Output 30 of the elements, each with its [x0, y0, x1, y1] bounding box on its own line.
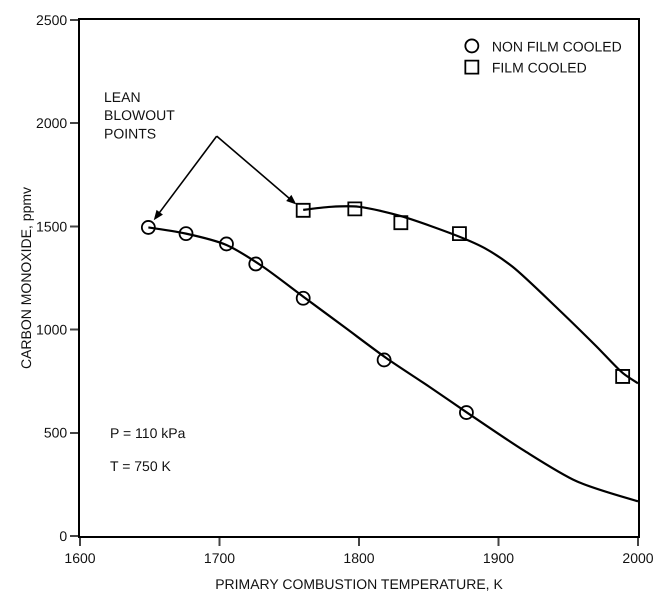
point — [452, 226, 467, 242]
y-tick-label: 0 — [59, 528, 68, 544]
y-tick-label: 500 — [44, 424, 68, 441]
point — [140, 220, 156, 235]
x-tick-label: 1900 — [482, 550, 514, 566]
y-tick-label: 2500 — [36, 12, 68, 28]
x-tick-label: 1800 — [343, 550, 375, 566]
legend-label: FILM COOLED — [492, 60, 587, 76]
annotation: T = 750 K — [110, 458, 172, 474]
point — [296, 202, 311, 218]
point — [376, 352, 392, 368]
legend-label: NON FILM COOLED — [492, 38, 622, 54]
annotation: LEAN BLOWOUT POINTS — [104, 89, 176, 142]
point — [615, 369, 630, 384]
point — [347, 201, 362, 216]
point — [393, 215, 408, 230]
point — [296, 290, 311, 306]
point — [459, 405, 474, 420]
x-tick-label: 2000 — [622, 550, 654, 566]
y-axis-title: CARBON MONOXIDE, ppmv — [18, 186, 34, 370]
x-tick-label: 1700 — [204, 550, 236, 566]
point — [219, 236, 234, 252]
annotation: P = 110 kPa — [110, 425, 186, 441]
point — [248, 256, 264, 272]
point — [178, 226, 194, 242]
y-tick-label: 1000 — [36, 322, 68, 338]
y-tick-label: 2000 — [36, 115, 68, 132]
y-tick-label: 1500 — [36, 218, 68, 234]
x-tick-label: 1600 — [64, 550, 96, 566]
x-axis-title: PRIMARY COMBUSTION TEMPERATURE, K — [215, 576, 504, 592]
